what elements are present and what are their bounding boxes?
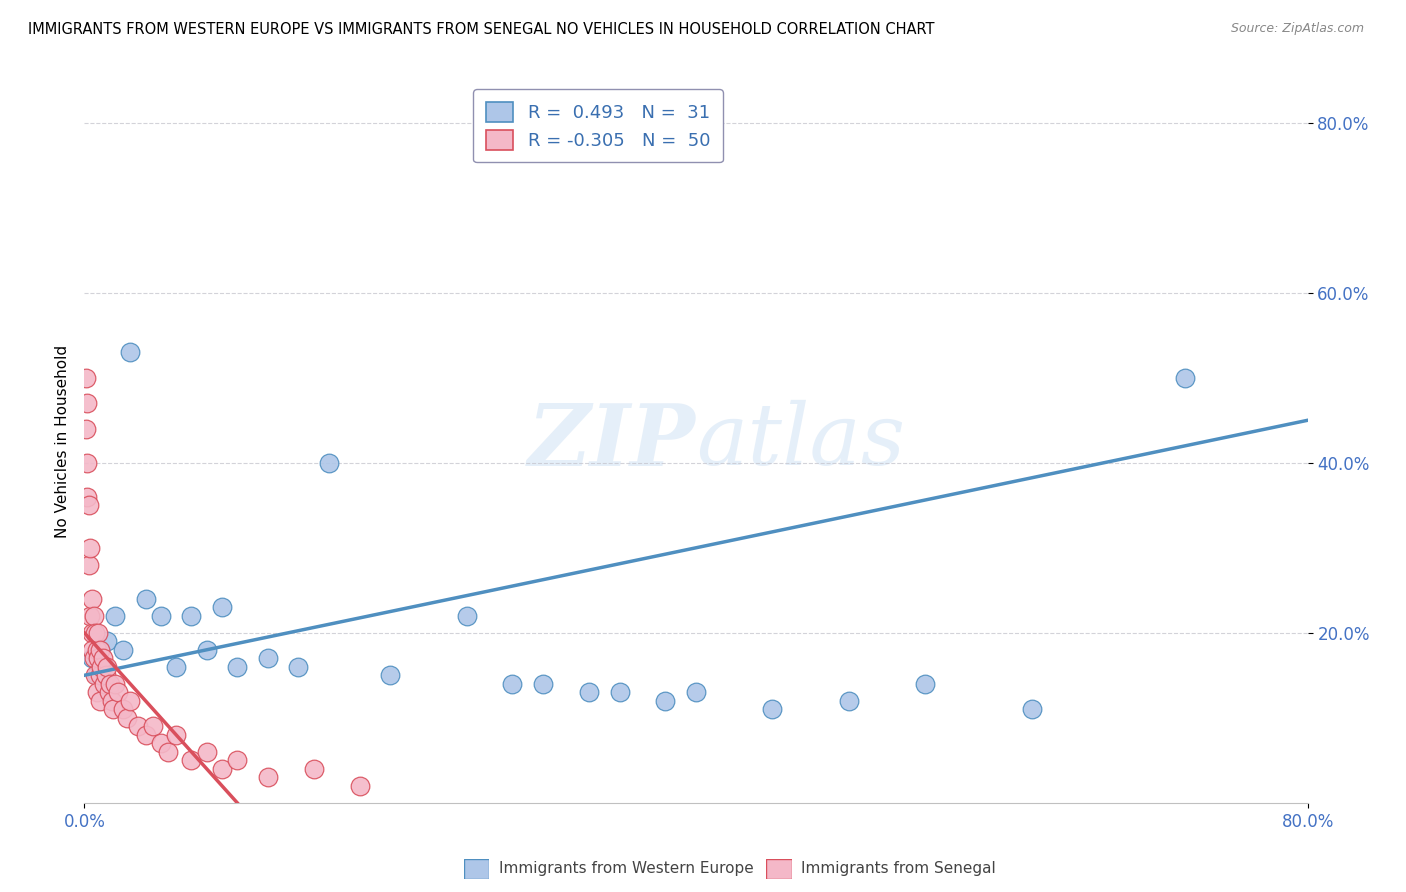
Point [1174,371,1197,385]
Point [578,685,600,699]
Point [257,651,280,665]
Point [86,668,108,682]
Point [91,651,114,665]
Point [94,668,117,682]
Point [111,642,134,657]
Text: Immigrants from Senegal: Immigrants from Senegal [801,862,997,876]
Point [149,608,172,623]
Point [104,677,127,691]
Point [77,558,100,572]
Point [211,600,233,615]
Point [914,677,936,691]
Point [157,745,180,759]
Point [195,642,218,657]
Point [83,608,105,623]
Point [80,625,103,640]
Point [226,753,249,767]
Point [135,591,157,606]
Point [93,677,115,691]
Point [96,634,118,648]
Point [84,668,107,682]
Point [180,753,202,767]
Point [654,694,676,708]
Point [76,396,98,410]
Point [103,702,125,716]
Point [115,711,138,725]
Point [76,456,98,470]
Point [75,422,97,436]
Point [83,651,105,665]
Point [89,694,111,708]
Point [456,608,478,623]
Text: Immigrants from Western Europe: Immigrants from Western Europe [499,862,754,876]
Point [91,660,114,674]
Point [79,541,101,555]
Point [685,685,707,699]
Point [838,694,860,708]
Point [180,608,202,623]
Text: ZIP: ZIP [529,400,696,483]
Point [80,642,103,657]
Point [86,642,108,657]
Point [226,660,249,674]
Point [79,608,101,623]
Point [86,685,108,699]
Point [96,660,118,674]
Point [97,685,120,699]
Point [75,371,97,385]
Point [101,694,124,708]
Point [135,728,157,742]
Point [120,345,142,359]
Point [761,702,783,716]
Point [76,490,98,504]
Point [1021,702,1043,716]
Point [89,642,111,657]
Point [142,719,165,733]
Point [104,608,127,623]
Point [89,642,111,657]
Point [211,762,233,776]
Point [165,728,187,742]
Point [89,668,111,682]
Legend: R =  0.493   N =  31, R = -0.305   N =  50: R = 0.493 N = 31, R = -0.305 N = 50 [474,89,723,162]
Text: Source: ZipAtlas.com: Source: ZipAtlas.com [1230,22,1364,36]
Point [531,677,554,691]
Point [80,591,103,606]
Point [302,762,325,776]
Point [287,660,309,674]
Y-axis label: No Vehicles in Household: No Vehicles in Household [55,345,70,538]
Point [318,456,340,470]
Point [609,685,631,699]
Point [149,736,172,750]
Text: IMMIGRANTS FROM WESTERN EUROPE VS IMMIGRANTS FROM SENEGAL NO VEHICLES IN HOUSEHO: IMMIGRANTS FROM WESTERN EUROPE VS IMMIGR… [28,22,935,37]
Point [120,694,142,708]
Text: atlas: atlas [696,401,905,483]
Point [127,719,149,733]
Point [87,651,110,665]
Point [80,651,103,665]
Point [165,660,187,674]
Point [380,668,402,682]
Point [84,625,107,640]
Point [77,498,100,512]
Point [107,685,129,699]
Point [349,779,371,793]
Point [195,745,218,759]
Point [87,625,110,640]
Point [98,677,121,691]
Point [111,702,134,716]
Point [257,770,280,784]
Point [502,677,524,691]
Point [90,660,112,674]
